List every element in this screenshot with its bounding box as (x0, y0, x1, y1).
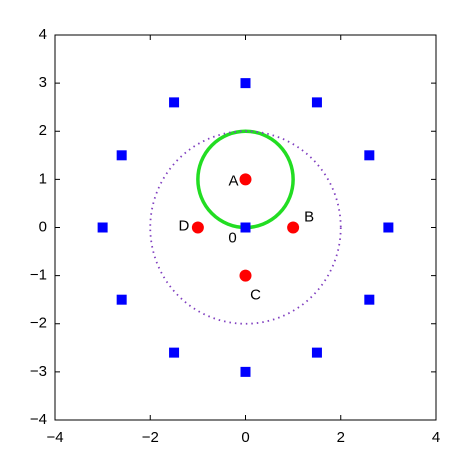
square-marker (311, 97, 322, 108)
square-marker (383, 222, 394, 233)
square-marker (97, 222, 108, 233)
x-tick-label: −4 (46, 429, 63, 446)
y-tick-label: −1 (30, 267, 47, 284)
circle-marker (239, 269, 252, 282)
y-tick-label: 2 (39, 122, 47, 139)
circle-curve (149, 130, 342, 325)
y-tick-label: −3 (30, 363, 47, 380)
square-marker (116, 150, 127, 161)
square-marker (240, 222, 251, 233)
x-tick-label: −2 (142, 429, 159, 446)
annotation: 0 (228, 229, 236, 246)
square-marker (240, 78, 251, 89)
y-tick-label: −4 (30, 411, 47, 428)
square-marker (364, 150, 375, 161)
square-marker (169, 347, 180, 358)
circle-marker (191, 221, 204, 234)
x-tick-label: 4 (432, 429, 440, 446)
point-label: D (178, 217, 189, 234)
x-tick-label: 0 (241, 429, 249, 446)
y-tick-label: 0 (39, 218, 47, 235)
square-marker (116, 294, 127, 305)
point-label: B (304, 208, 314, 225)
x-tick-label: 2 (337, 429, 345, 446)
square-marker (364, 294, 375, 305)
y-tick-label: 4 (39, 26, 47, 43)
y-tick-label: −2 (30, 315, 47, 332)
circle-marker (287, 221, 300, 234)
point-label: A (228, 172, 238, 189)
y-tick-label: 1 (39, 170, 47, 187)
square-marker (169, 97, 180, 108)
square-marker (311, 347, 322, 358)
point-label: C (250, 287, 261, 304)
y-tick-label: 3 (39, 74, 47, 91)
circle-marker (239, 173, 252, 186)
square-marker (240, 366, 251, 377)
